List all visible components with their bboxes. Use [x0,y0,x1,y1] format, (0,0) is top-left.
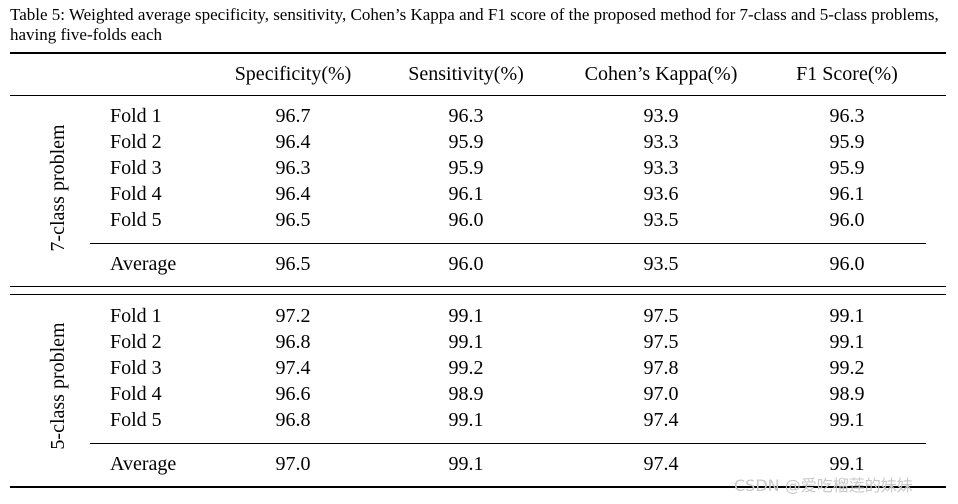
table-cell: 97.8 [643,357,679,379]
table-cell: 93.9 [643,105,679,127]
table-cell: 95.9 [448,131,484,153]
table-cell: 96.1 [829,183,865,205]
row-label: Fold 4 [110,383,162,405]
table-cell: 99.1 [448,409,484,431]
table-cell: 93.5 [643,209,679,231]
average-cell: 96.0 [448,253,484,275]
table-cell: 97.4 [275,357,311,379]
table-cell: 99.2 [829,357,865,379]
row-label: Fold 2 [110,331,162,353]
header-rule [10,95,946,96]
average-cell: 97.4 [643,453,679,475]
group-divider-rule [10,294,946,295]
table-cell: 93.3 [643,157,679,179]
table-cell: 99.1 [448,331,484,353]
average-label: Average [110,253,177,275]
row-label: Fold 3 [110,157,162,179]
row-label: Fold 5 [110,409,162,431]
average-cell: 99.1 [829,453,865,475]
row-label: Fold 1 [110,105,162,127]
table-cell: 96.3 [448,105,484,127]
average-cell: 96.0 [829,253,865,275]
table-cell: 97.5 [643,331,679,353]
average-cell: 93.5 [643,253,679,275]
table-cell: 97.2 [275,305,311,327]
table-cell: 96.8 [275,331,311,353]
group-divider-rule [10,286,946,287]
table-cell: 98.9 [829,383,865,405]
table-cell: 97.0 [643,383,679,405]
table-cell: 96.3 [275,157,311,179]
header-sensitivity: Sensitivity(%) [408,63,524,85]
header-f1-score: F1 Score(%) [796,63,898,85]
table-cell: 98.9 [448,383,484,405]
average-cell: 99.1 [448,453,484,475]
table-cell: 99.1 [829,305,865,327]
average-cell: 97.0 [275,453,311,475]
table-cell: 93.3 [643,131,679,153]
table-cell: 96.5 [275,209,311,231]
row-label: Fold 4 [110,183,162,205]
table-cell: 97.5 [643,305,679,327]
row-label: Fold 2 [110,131,162,153]
average-rule [90,243,926,244]
table-cell: 95.9 [829,131,865,153]
table-cell: 99.1 [829,409,865,431]
table-cell: 96.8 [275,409,311,431]
average-rule [90,443,926,444]
table-cell: 96.7 [275,105,311,127]
row-label: Fold 1 [110,305,162,327]
table-cell: 96.6 [275,383,311,405]
table-cell: 95.9 [448,157,484,179]
table-cell: 96.1 [448,183,484,205]
table-cell: 96.3 [829,105,865,127]
table-cell: 93.6 [643,183,679,205]
table-cell: 96.4 [275,183,311,205]
header-cohens-kappa: Cohen’s Kappa(%) [584,63,738,85]
table-cell: 96.4 [275,131,311,153]
table-cell: 96.0 [448,209,484,231]
table-caption: Table 5: Weighted average specificity, s… [10,5,939,44]
table-bottom-rule [10,486,946,488]
table-cell: 95.9 [829,157,865,179]
group-label-7-class: 7-class problem [47,124,69,252]
header-specificity: Specificity(%) [234,63,352,85]
row-label: Fold 5 [110,209,162,231]
average-label: Average [110,453,177,475]
average-cell: 96.5 [275,253,311,275]
table-cell: 99.1 [448,305,484,327]
table-cell: 96.0 [829,209,865,231]
table-cell: 99.2 [448,357,484,379]
table-top-rule [10,52,946,54]
table-cell: 99.1 [829,331,865,353]
table-cell: 97.4 [643,409,679,431]
group-label-5-class: 5-class problem [47,322,69,450]
row-label: Fold 3 [110,357,162,379]
watermark: CSDN @爱吃榴莲的妹妹 [734,476,913,495]
